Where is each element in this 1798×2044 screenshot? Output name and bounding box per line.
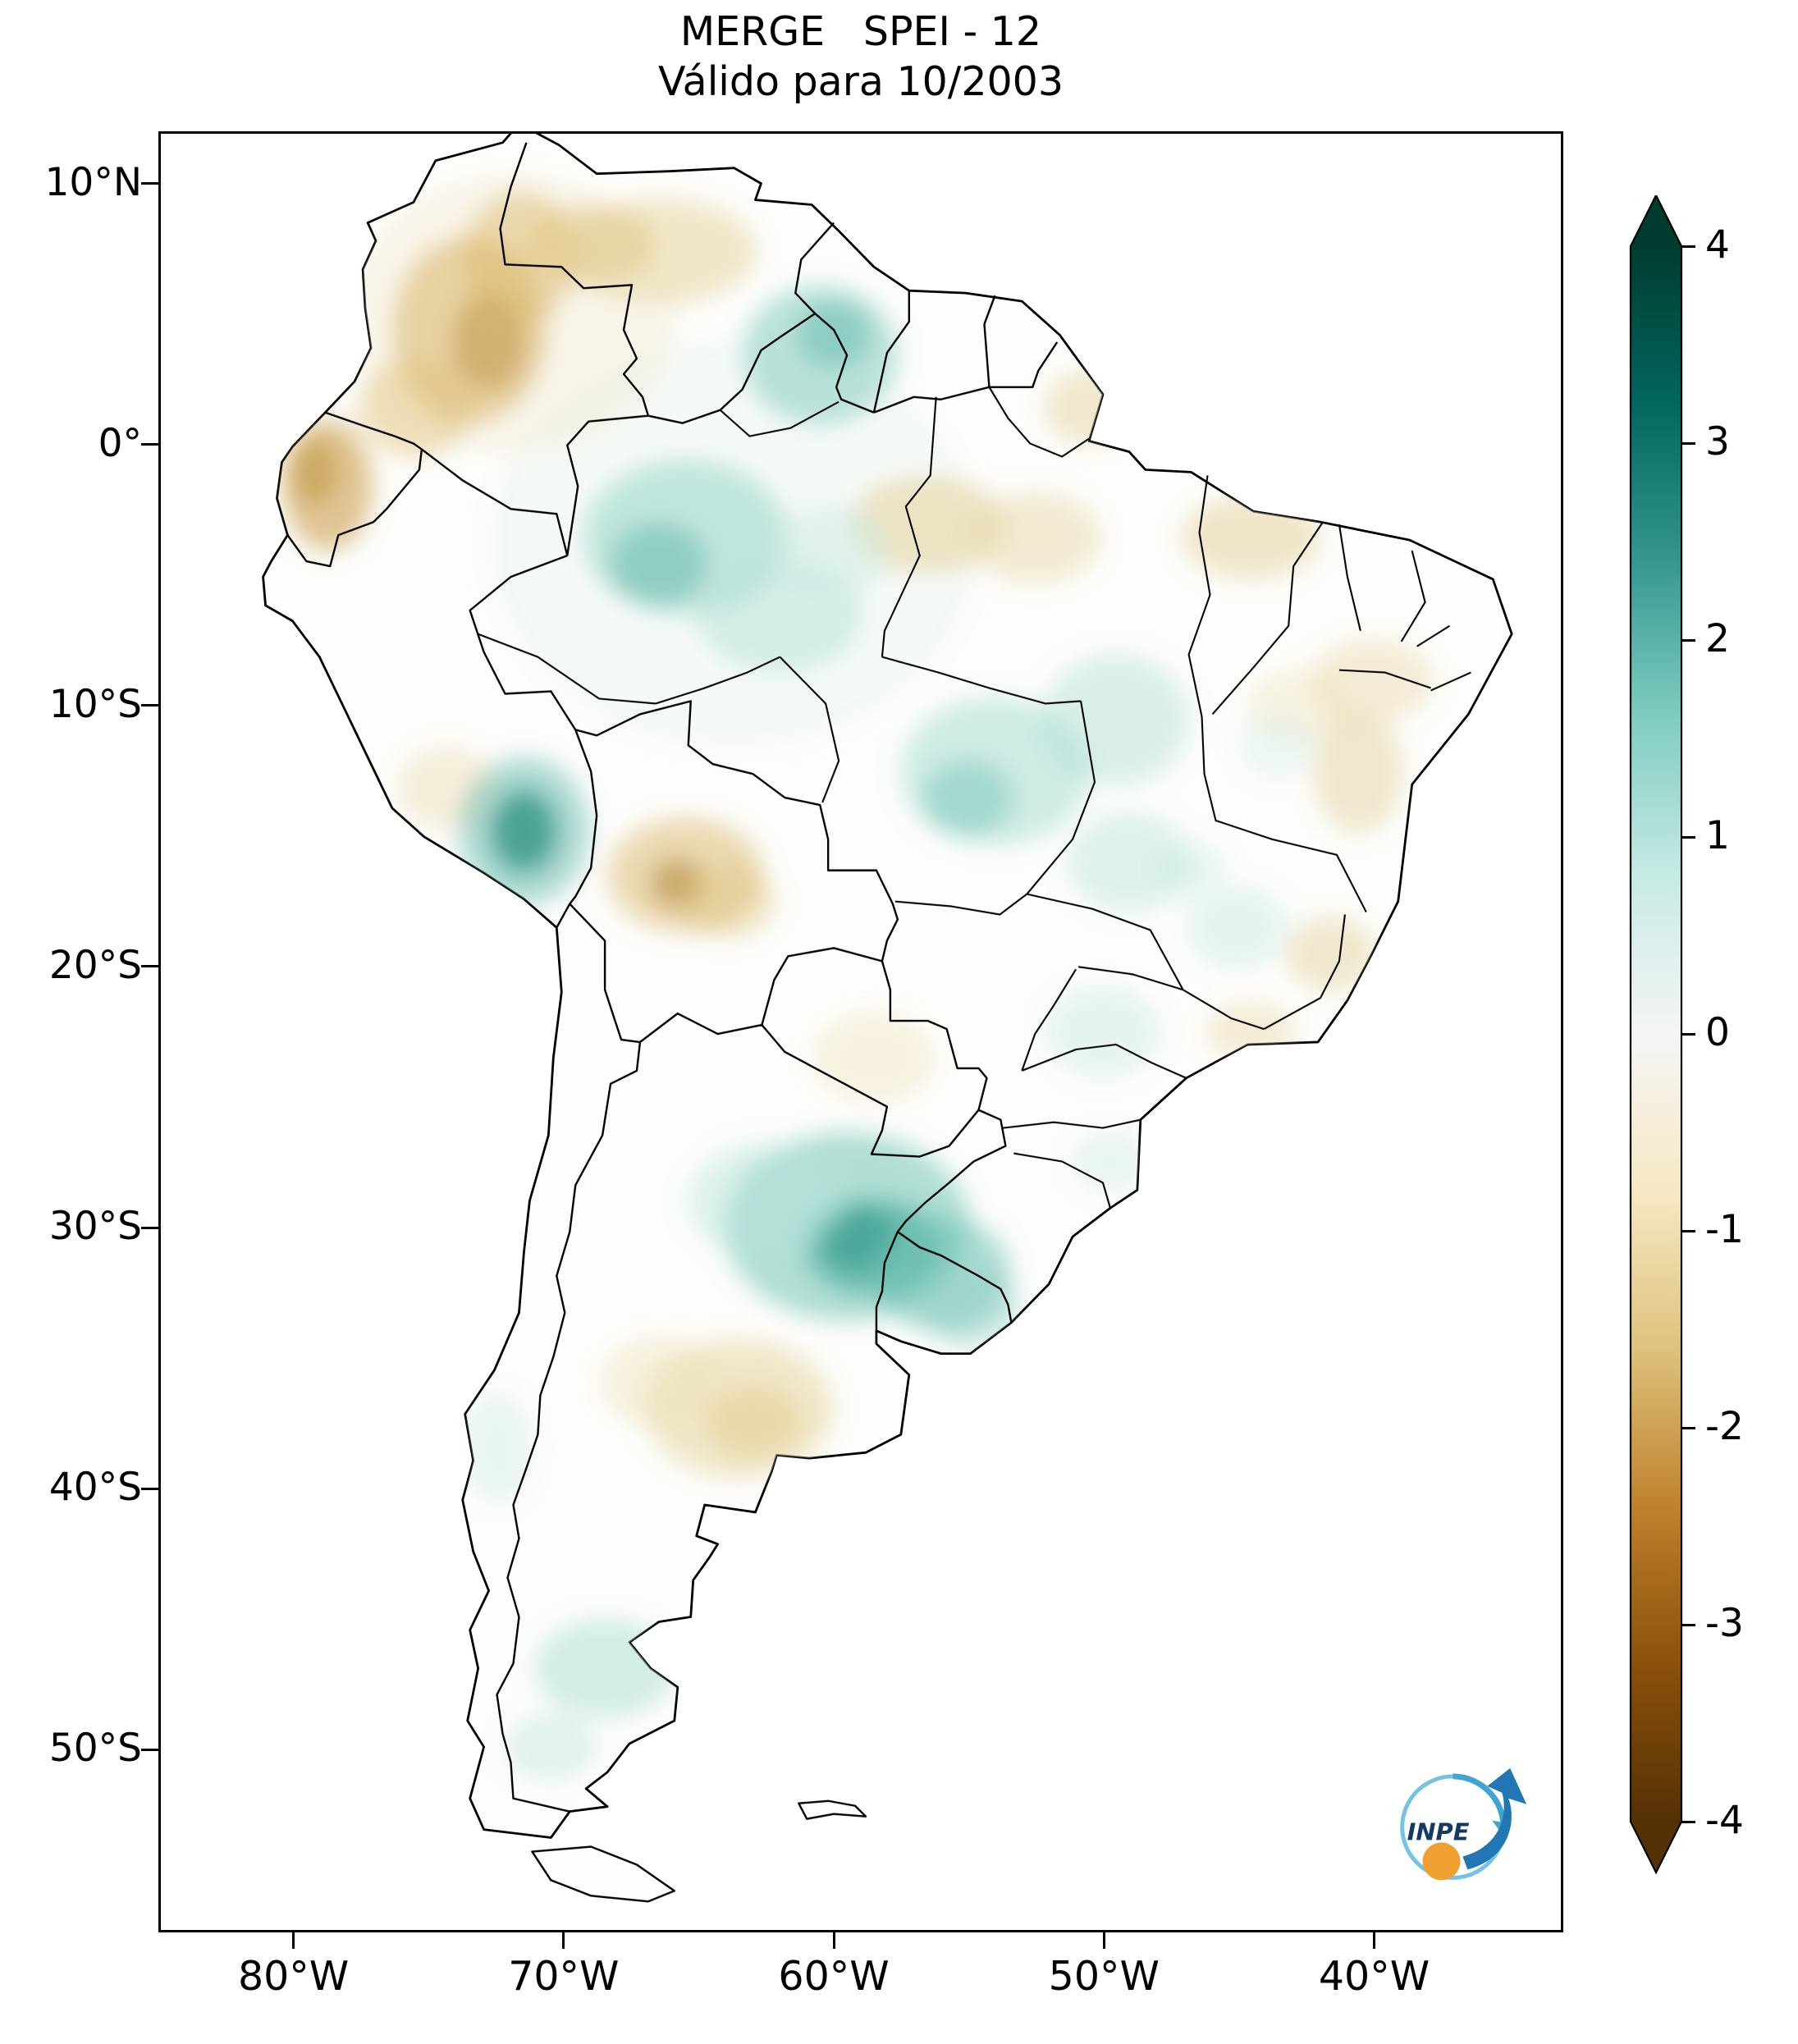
colorbar-tick-mark [1681,1229,1695,1232]
x-tick-mark [562,1932,565,1949]
colorbar-tick-label: 1 [1705,813,1730,858]
spei-data-field [282,175,1434,1780]
y-tick-mark [141,1748,158,1751]
y-tick-mark [141,443,158,446]
colorbar-tick-label: 0 [1705,1010,1730,1055]
y-tick-mark [141,1487,158,1490]
country-borders [286,142,1059,1813]
y-tick-label: 40°S [48,1465,142,1511]
y-tick-label: 30°S [48,1204,142,1250]
x-tick-label: 80°W [237,1953,350,2000]
falkland-islands [798,1799,867,1820]
colorbar-tick-mark [1681,245,1695,248]
colorbar-tick-label: -1 [1705,1207,1744,1252]
x-tick-mark [1373,1932,1376,1949]
tierra-del-fuego [531,1845,675,1903]
colorbar-tick-mark [1681,835,1695,839]
colorbar-tick-mark [1681,441,1695,445]
colorbar-bar [1629,193,1683,1875]
y-tick-label: 20°S [48,942,142,988]
figure-title: MERGE SPEI - 12 Válido para 10/2003 [158,7,1563,107]
logo-text: INPE [1407,1818,1470,1846]
colorbar-tick-mark [1681,1032,1695,1036]
colorbar-tick-mark [1681,1820,1695,1823]
y-tick-mark [141,704,158,707]
x-tick-label: 60°W [778,1953,890,2000]
logo-orange-ball-icon [1422,1842,1461,1881]
logo-swoosh-arrow-icon [1462,1767,1527,1870]
colorbar-tick-label: 3 [1705,419,1730,464]
y-tick-mark [141,965,158,968]
colorbar-tick-mark [1681,1426,1695,1429]
title-line-1: MERGE SPEI - 12 [679,8,1042,55]
colorbar-tick-label: -3 [1705,1601,1744,1646]
inpe-logo: INPE [1400,1767,1527,1881]
colorbar-tick-label: 4 [1705,222,1730,268]
y-tick-mark [141,1226,158,1229]
y-tick-label: 10°N [44,159,142,205]
y-tick-label: 50°S [48,1726,142,1772]
south-america-map: INPE [262,134,1527,1903]
map-plot-area: INPE [158,131,1563,1932]
x-tick-label: 70°W [508,1953,620,2000]
colorbar-tick-label: 2 [1705,616,1730,661]
x-tick-label: 40°W [1318,1953,1430,2000]
colorbar-tick-label: -2 [1705,1404,1744,1449]
y-tick-label: 0° [98,420,142,466]
x-tick-label: 50°W [1048,1953,1160,2000]
x-tick-mark [1102,1932,1105,1949]
x-tick-mark [832,1932,835,1949]
state-borders [478,386,1471,1209]
colorbar-tick-mark [1681,638,1695,642]
x-tick-mark [292,1932,295,1949]
colorbar-tick-label: -4 [1705,1798,1744,1843]
y-tick-mark [141,182,158,185]
y-tick-label: 10°S [48,681,142,727]
title-line-2: Válido para 10/2003 [657,58,1064,105]
colorbar-tick-mark [1681,1623,1695,1626]
